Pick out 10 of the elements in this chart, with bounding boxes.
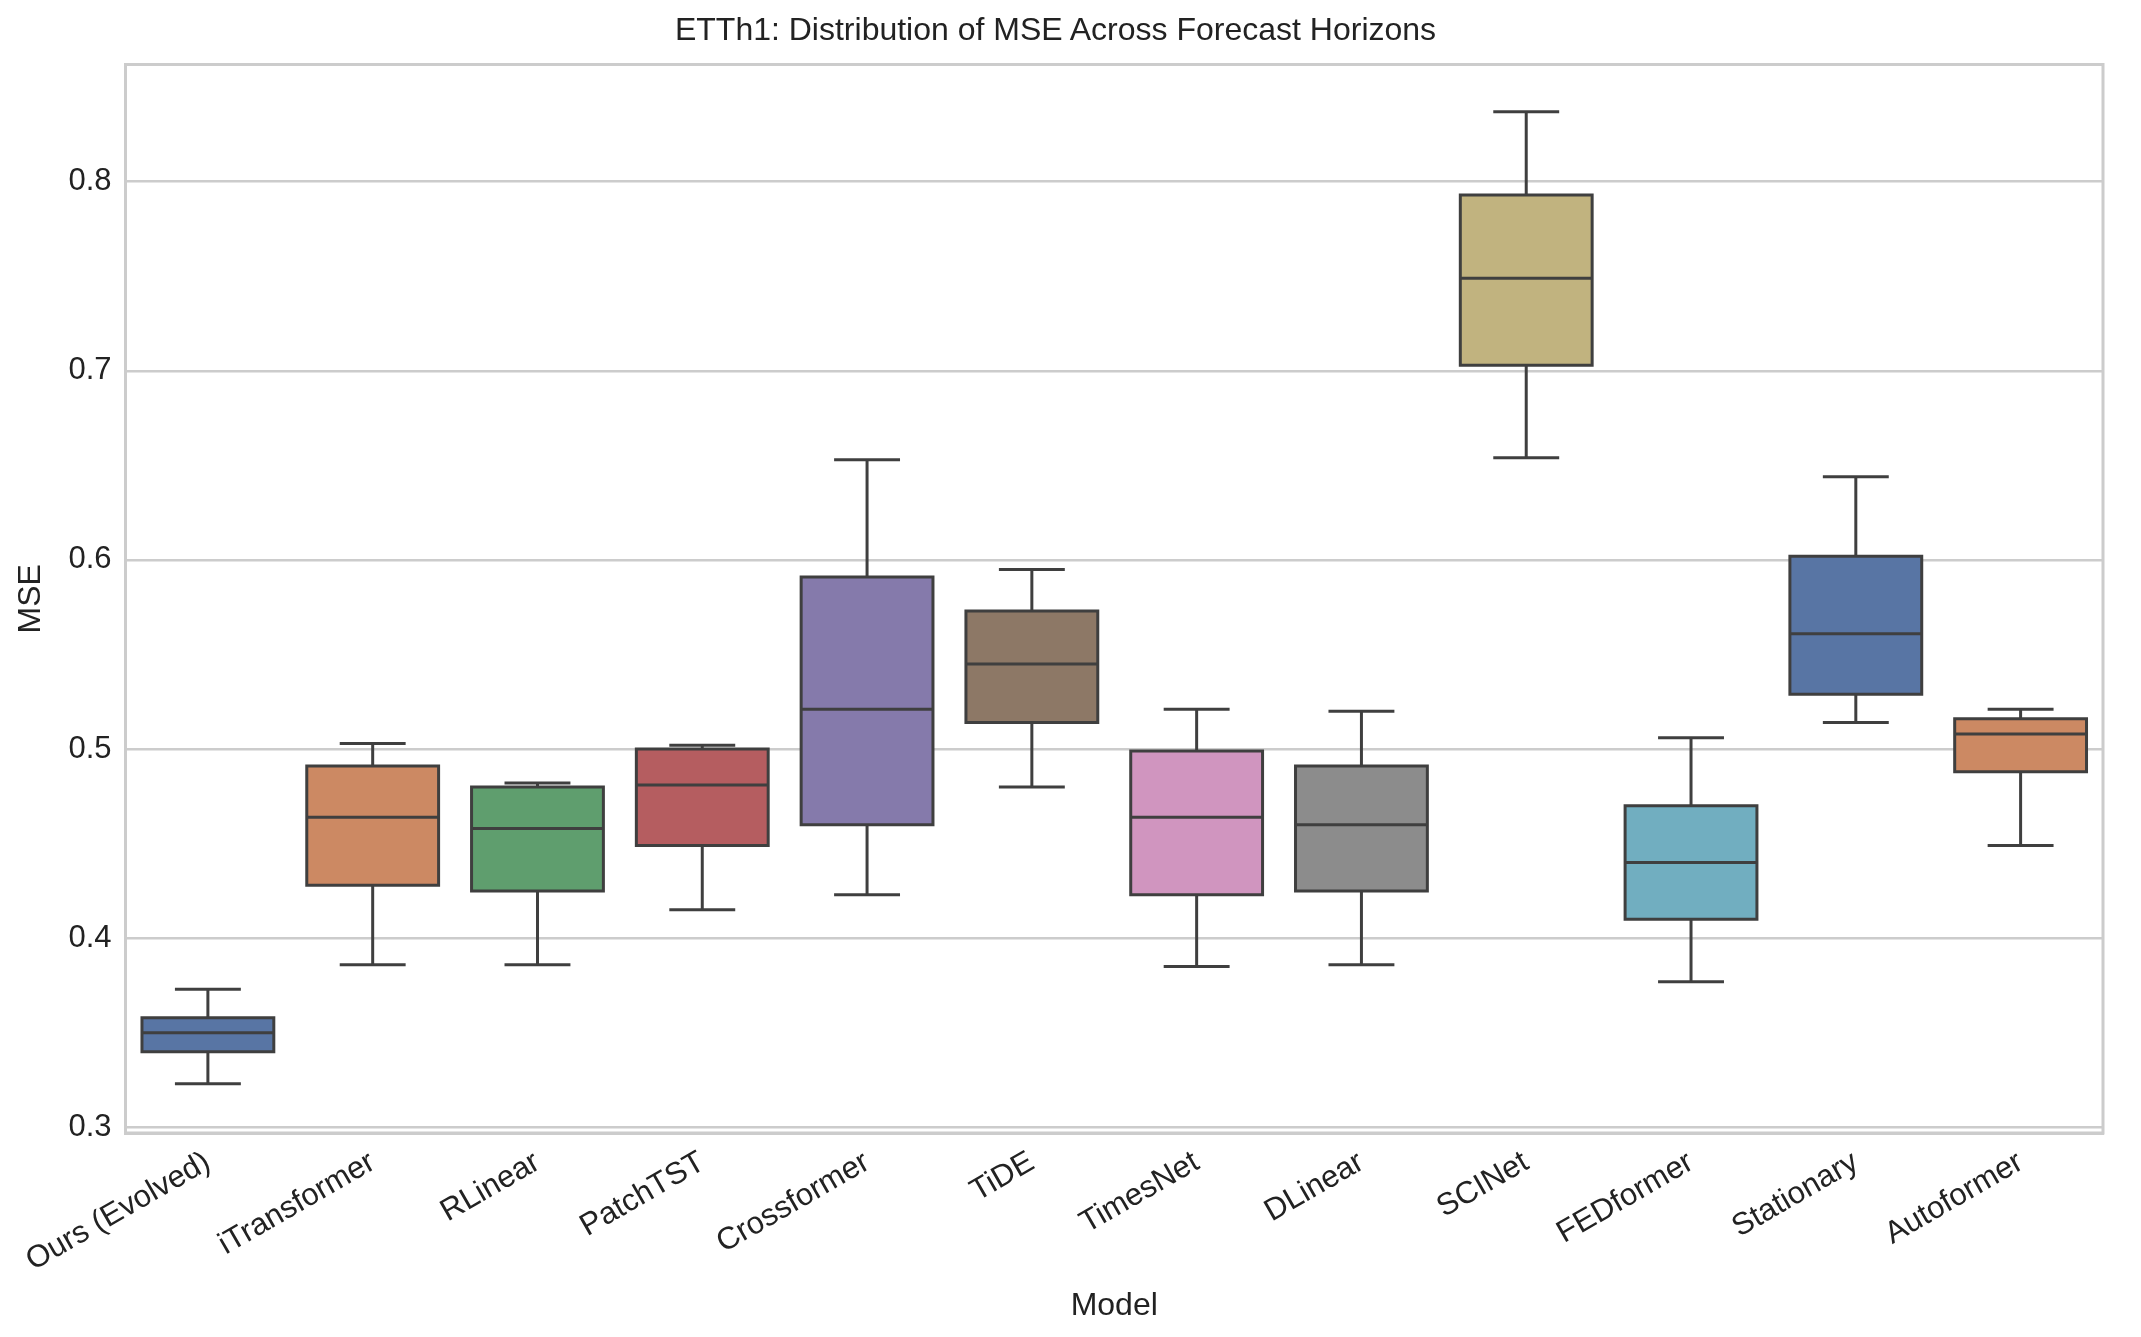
x-tick-label: TiDE: [963, 1143, 1040, 1208]
chart-title: ETTh1: Distribution of MSE Across Forecast Horizons: [674, 11, 1437, 48]
x-axis-title: Model: [1070, 1285, 1158, 1322]
y-tick-label: 0.3: [68, 1107, 112, 1143]
y-axis-title: MSE: [11, 564, 48, 634]
y-tick-label: 0.4: [68, 918, 112, 954]
y-tick-label: 0.7: [68, 351, 112, 387]
y-tick-label: 0.8: [68, 162, 112, 198]
y-tick-label: 0.6: [68, 540, 112, 576]
y-tick-label: 0.5: [68, 729, 112, 765]
